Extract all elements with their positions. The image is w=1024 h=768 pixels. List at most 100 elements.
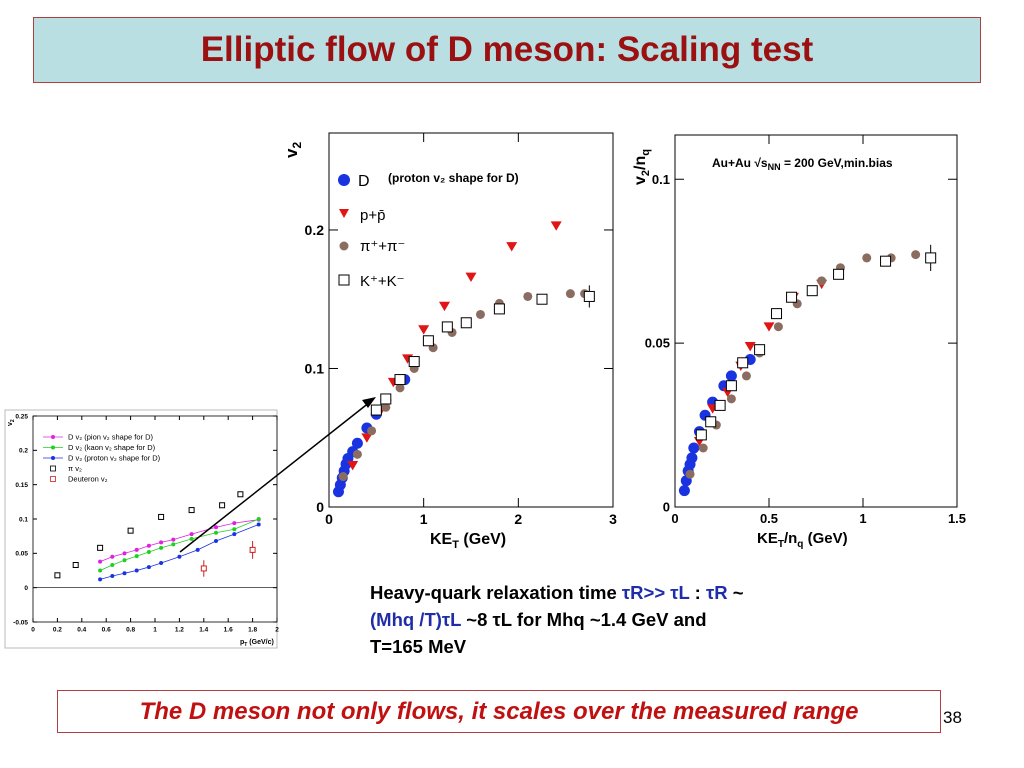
data-point bbox=[686, 452, 698, 464]
data-point bbox=[97, 544, 104, 551]
chart2-ylabel-sub: 2 bbox=[640, 170, 652, 176]
legend-label-pi: π⁺+π⁻ bbox=[360, 238, 405, 255]
data-point bbox=[351, 437, 363, 449]
data-point bbox=[177, 554, 182, 559]
data-point bbox=[195, 547, 200, 552]
data-point bbox=[249, 546, 256, 553]
data-point bbox=[705, 416, 717, 428]
data-point bbox=[110, 554, 115, 559]
chart2-ylabel-sub2: q bbox=[640, 149, 652, 156]
legend-marker-k bbox=[338, 274, 350, 286]
data-point bbox=[698, 443, 708, 453]
x-tick-label: 2 bbox=[514, 511, 522, 527]
data-point bbox=[338, 472, 348, 482]
x-tick-label: 2 bbox=[275, 627, 279, 634]
data-point bbox=[744, 342, 756, 352]
data-point bbox=[418, 325, 430, 335]
chart2-xlabel-tail: /n bbox=[784, 530, 797, 547]
data-point bbox=[771, 308, 783, 320]
chart2-annotation: Au+Au √sNN = 200 GeV,min.bias bbox=[712, 156, 893, 172]
legend-marker bbox=[51, 435, 55, 439]
data-point bbox=[146, 565, 151, 570]
inset-ylabel: v2 bbox=[7, 419, 16, 426]
data-point bbox=[171, 537, 176, 542]
data-point bbox=[523, 291, 533, 301]
text-line1-d: τR bbox=[705, 582, 728, 603]
page-number: 38 bbox=[943, 708, 962, 727]
chart2-frame bbox=[674, 134, 958, 508]
text-line1-e: ~ bbox=[727, 582, 744, 603]
data-point bbox=[122, 558, 127, 563]
chart1-xlabel-main: KE bbox=[430, 531, 453, 548]
chart1-ylabel: v2 bbox=[282, 142, 304, 158]
x-tick-label: 0.2 bbox=[53, 627, 62, 634]
data-point bbox=[98, 568, 103, 573]
data-point bbox=[741, 371, 751, 381]
data-point bbox=[737, 357, 749, 369]
data-point bbox=[536, 293, 548, 305]
data-point bbox=[232, 527, 237, 532]
y-tick-label: 0.2 bbox=[19, 448, 28, 455]
data-point bbox=[394, 374, 406, 386]
chart1-xlabel-tail: (GeV) bbox=[459, 531, 506, 548]
data-point bbox=[833, 268, 845, 280]
data-point bbox=[98, 559, 103, 564]
legend-label-k: K⁺+K⁻ bbox=[360, 273, 405, 290]
pointer-arrow bbox=[179, 401, 371, 553]
data-point bbox=[465, 272, 477, 283]
data-point bbox=[475, 309, 485, 319]
data-point bbox=[159, 560, 164, 565]
chart1-frame bbox=[328, 132, 614, 508]
data-point bbox=[714, 399, 726, 411]
data-point bbox=[98, 577, 103, 582]
x-tick-label: 1.5 bbox=[948, 511, 966, 526]
data-point bbox=[565, 289, 575, 299]
legend-note: (proton v₂ shape for D) bbox=[388, 171, 519, 185]
data-point bbox=[72, 562, 79, 569]
data-point bbox=[380, 393, 392, 405]
inset-ticks: 0 0.2 0.4 0.6 0.8 1 1.2 1.4 1.6 1.8 2-0.0500.050.1… bbox=[13, 413, 279, 633]
chart2-ylabel-main: v bbox=[632, 176, 649, 185]
chart1-ylabel-main: v bbox=[282, 148, 301, 158]
text-line1-a: Heavy-quark relaxation time bbox=[370, 582, 622, 603]
chart1-xlabel: KET (GeV) bbox=[430, 531, 506, 551]
y-tick-label: 0.25 bbox=[15, 413, 28, 420]
inset-border bbox=[4, 409, 278, 649]
chart-ke-nq: 0 0.5 1 1.500.050.1 v2/nq KET/nq (GeV) Au+A… bbox=[632, 134, 966, 550]
chart2-xlabel-main: KE bbox=[757, 530, 778, 547]
x-tick-label: 1.2 bbox=[175, 627, 184, 634]
data-point bbox=[685, 469, 695, 479]
data-point bbox=[688, 442, 700, 454]
data-point bbox=[159, 545, 164, 550]
chart2-ylabel-tail: /n bbox=[632, 156, 649, 170]
chart-ke-v2: 0 1 2 300.10.2 v2 KET (GeV) D (proton v₂ sh… bbox=[282, 132, 617, 551]
pointer-arrowhead bbox=[362, 397, 376, 408]
title-box: Elliptic flow of D meson: Scaling test bbox=[33, 17, 981, 83]
data-point bbox=[422, 335, 434, 347]
legend-label: D v₂ (pion v₂ shape for D) bbox=[68, 433, 154, 442]
x-tick-label: 0 bbox=[31, 627, 35, 634]
conclusion-box: The D meson not only flows, it scales ov… bbox=[57, 690, 941, 733]
inset-chart: 0 0.2 0.4 0.6 0.8 1 1.2 1.4 1.6 1.8 2-0.0500.050.1… bbox=[4, 409, 279, 649]
data-point bbox=[460, 317, 472, 329]
data-point bbox=[171, 542, 176, 547]
data-point bbox=[370, 404, 382, 416]
text-line-3: T=165 MeV bbox=[370, 636, 467, 657]
data-point bbox=[817, 276, 827, 286]
legend-label: D v₂ (proton v₂ shape for D) bbox=[68, 454, 161, 463]
legend-marker-pp bbox=[339, 209, 349, 218]
data-point bbox=[232, 532, 237, 537]
y-tick-label: 0 bbox=[24, 585, 28, 592]
data-point bbox=[806, 285, 818, 297]
chart2-annotation-a: Au+Au bbox=[712, 156, 754, 170]
data-point bbox=[911, 250, 921, 260]
data-point bbox=[146, 549, 151, 554]
data-point bbox=[550, 221, 562, 231]
data-point bbox=[146, 543, 151, 548]
data-point bbox=[237, 491, 244, 498]
chart1-points bbox=[332, 221, 595, 498]
y-tick-label: 0.05 bbox=[15, 551, 28, 558]
conclusion-text: The D meson not only flows, it scales ov… bbox=[139, 697, 859, 725]
legend-label: Deuteron v₂ bbox=[68, 475, 108, 484]
data-point bbox=[678, 485, 690, 497]
